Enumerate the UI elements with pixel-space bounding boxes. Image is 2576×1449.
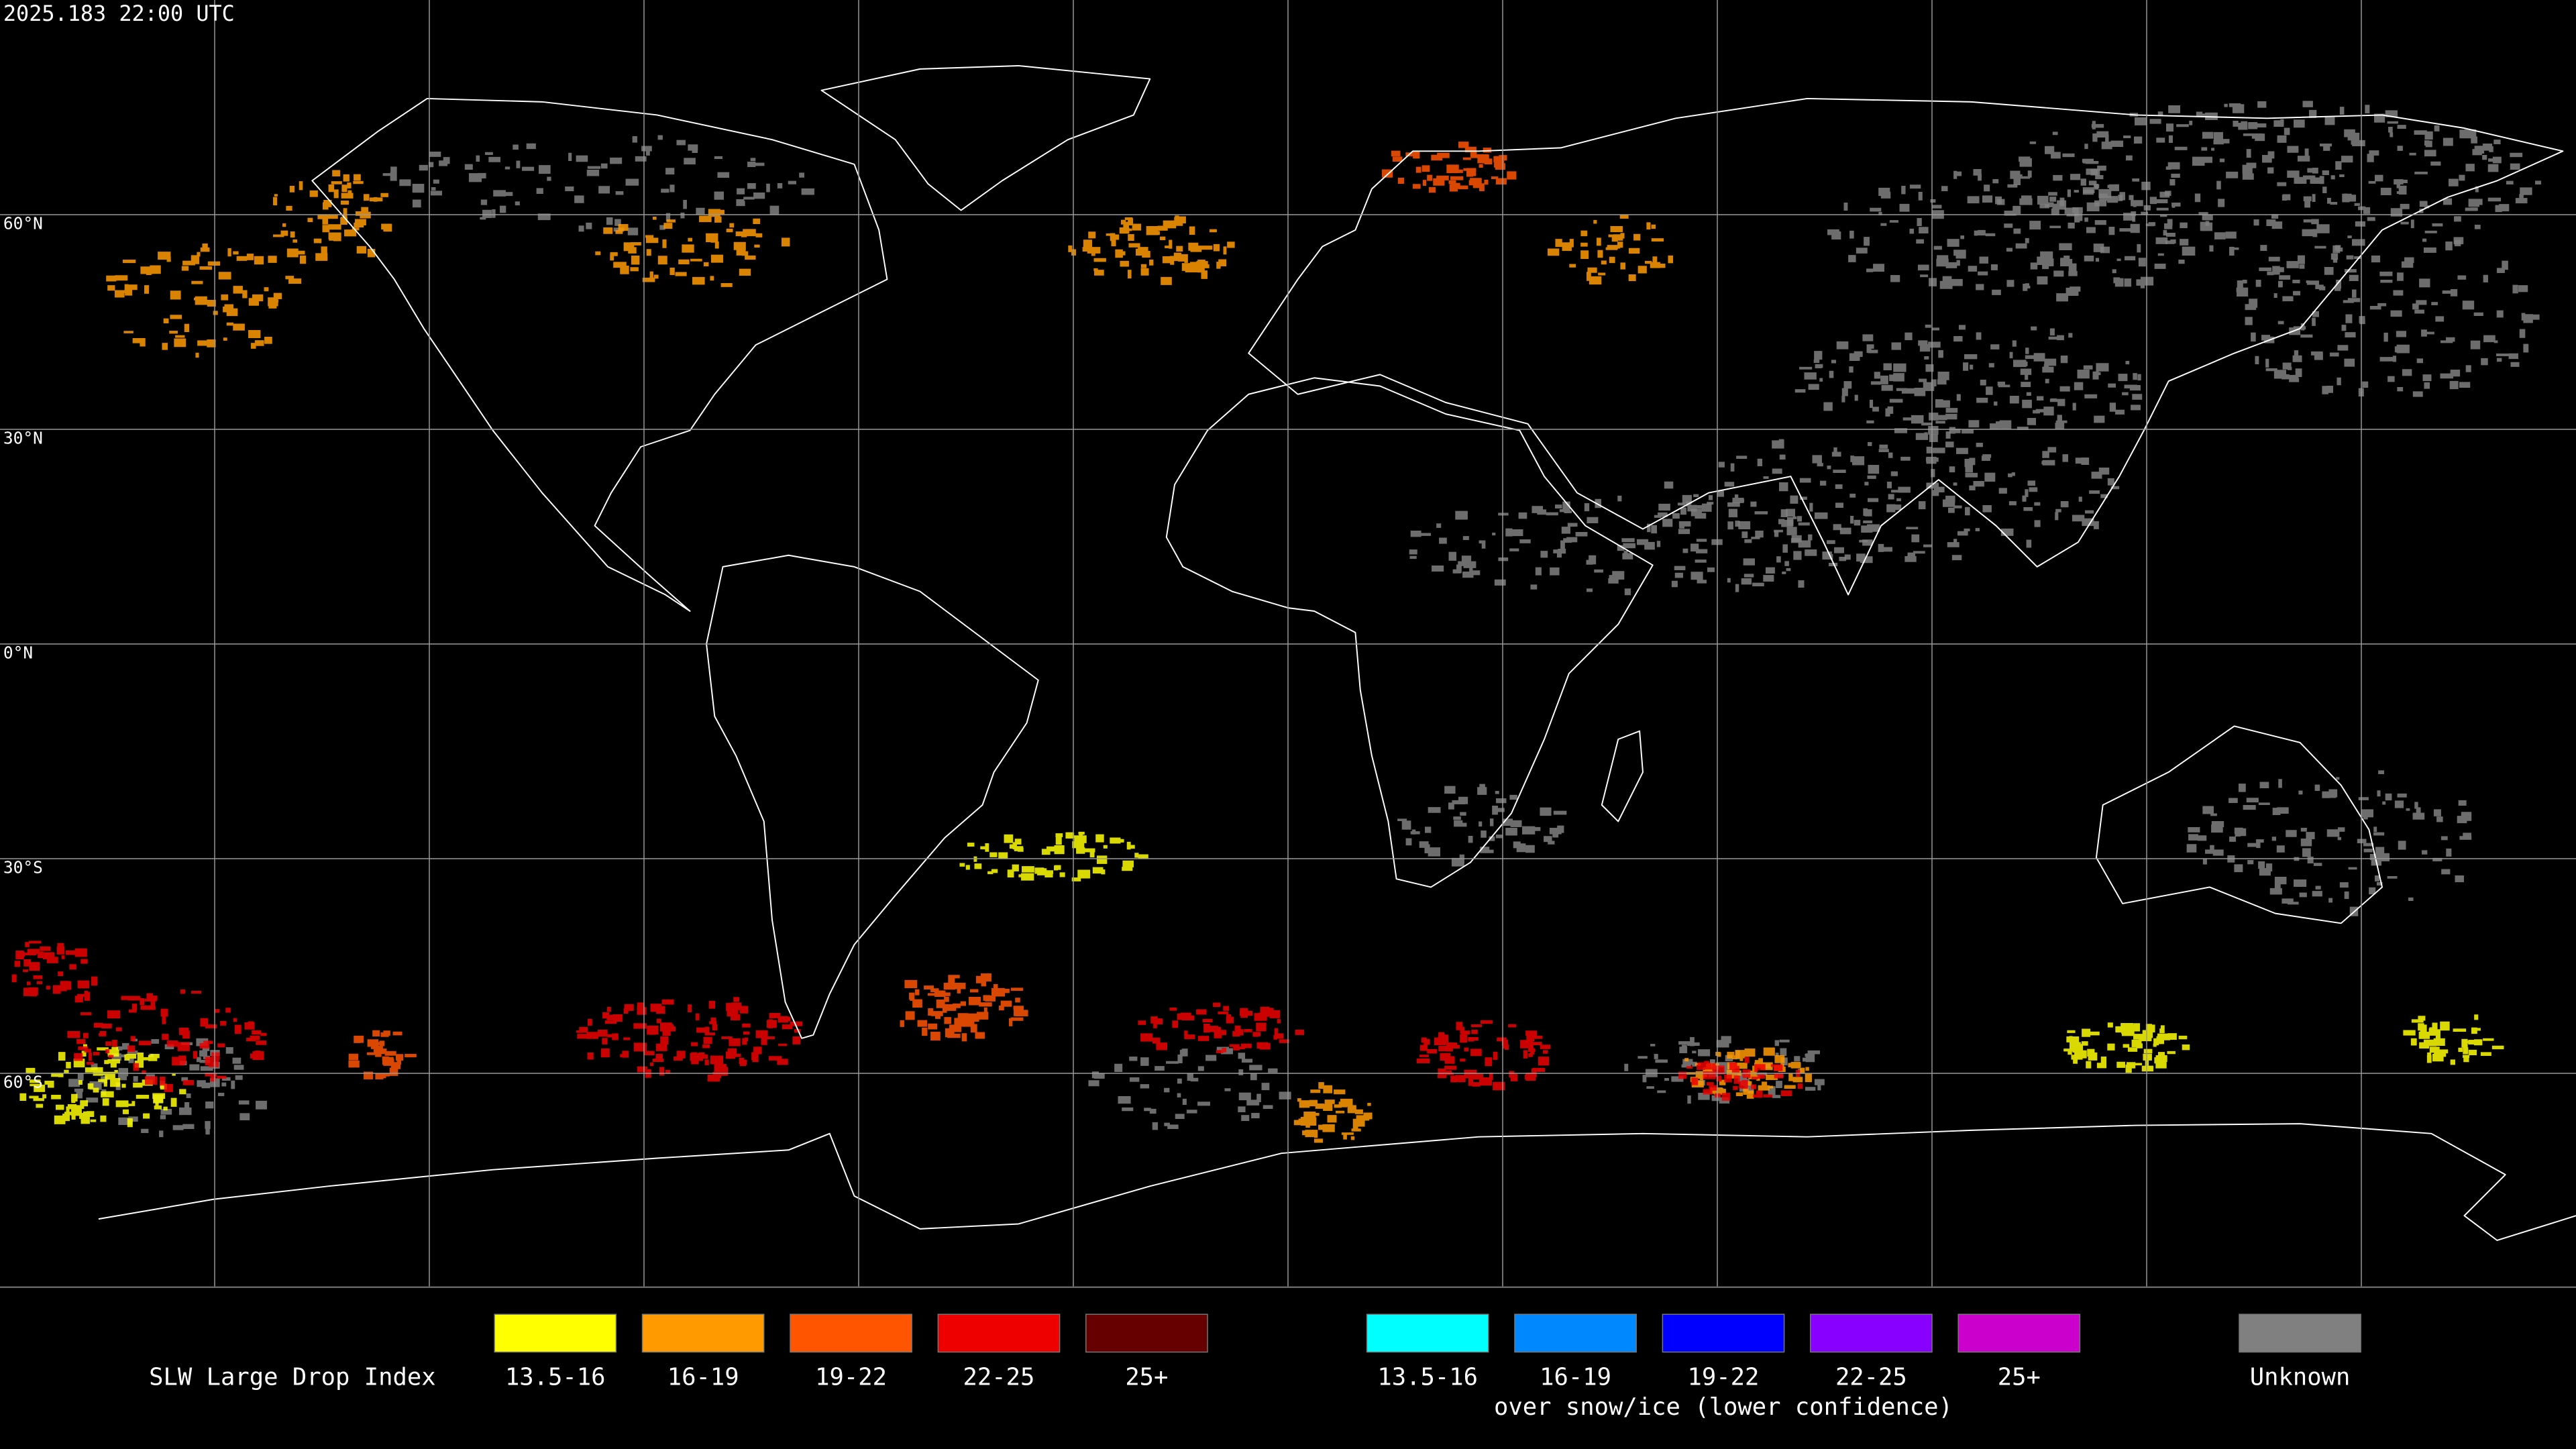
legend-label: 19-22 — [1688, 1364, 1760, 1391]
legend-label: 22-25 — [1835, 1364, 1907, 1391]
legend-swatch — [641, 1313, 765, 1353]
legend-label: 13.5-16 — [1377, 1364, 1478, 1391]
cloud-patch — [1664, 428, 2120, 564]
legend-title: SLW Large Drop Index — [149, 1364, 435, 1391]
cloud-patch — [900, 973, 1028, 1042]
legend-label: 22-25 — [963, 1364, 1035, 1391]
cloud-patch — [2186, 770, 2472, 916]
legend-swatch — [1957, 1313, 2081, 1353]
lat-label: 60°N — [3, 214, 43, 233]
legend-swatch — [1366, 1313, 1489, 1353]
cloud-patch — [382, 135, 814, 235]
lat-label: 30°N — [3, 429, 43, 448]
legend-label: 13.5-16 — [505, 1364, 606, 1391]
legend-swatch — [1810, 1313, 1933, 1353]
coast-eurasia — [1248, 97, 2564, 596]
legend-label: Unknown — [2250, 1364, 2351, 1391]
coast-antarctica — [98, 1123, 2576, 1241]
legend-label: 16-19 — [667, 1364, 739, 1391]
cloud-patch — [1409, 494, 1892, 596]
cloud-patch — [1138, 1002, 1304, 1054]
cloud-patch — [2063, 1022, 2190, 1073]
legend: 13.5-16 16-19 19-22 22-25 25+ 13.5-16 16-19 19-… — [494, 1313, 2361, 1391]
cloud-patch — [2236, 238, 2540, 397]
cloud-patch — [19, 1044, 186, 1128]
cloud-patch — [1827, 169, 2226, 302]
cloud-patch — [273, 170, 392, 264]
map-border — [0, 1286, 2576, 1288]
legend-swatch — [937, 1313, 1061, 1353]
cloud-patch — [1293, 1082, 1373, 1143]
lat-label: 30°S — [3, 858, 43, 877]
coast-africa — [1165, 377, 1654, 888]
legend-label: 25+ — [1125, 1364, 1168, 1391]
coast-greenland — [820, 64, 1151, 211]
coastlines — [98, 64, 2576, 1241]
legend-swatch — [1085, 1313, 1208, 1353]
legend-swatch — [2239, 1313, 2361, 1353]
coast-north-america — [311, 97, 888, 612]
cloud-patch — [959, 831, 1148, 881]
cloud-patch — [2403, 1014, 2504, 1065]
cloud-patch — [1381, 142, 1517, 193]
lat-label: 0°N — [3, 643, 33, 663]
legend-label: 16-19 — [1540, 1364, 1611, 1391]
coast-madagascar — [1601, 730, 1644, 822]
legend-label: 19-22 — [815, 1364, 887, 1391]
cloud-patch — [67, 989, 267, 1092]
cloud-patch — [106, 243, 302, 358]
legend-swatch — [1662, 1313, 1785, 1353]
cloud-patch — [1547, 215, 1674, 285]
coast-south-america — [706, 554, 1039, 1039]
cloud-patch — [1088, 1046, 1291, 1130]
legend-swatch — [790, 1313, 912, 1353]
legend-swatch — [1514, 1313, 1637, 1353]
coast-australia — [2095, 725, 2383, 924]
cloud-patch — [595, 209, 790, 287]
legend-label: 25+ — [1998, 1364, 2041, 1391]
cloud-patch — [1678, 1057, 1803, 1101]
cloud-patch — [1416, 1020, 1551, 1091]
timestamp: 2025.183 22:00 UTC — [3, 1, 235, 26]
legend-swatch — [494, 1313, 617, 1353]
graticule: 60°N 30°N 0°N 30°S 60°S — [0, 0, 2576, 1287]
legend-note: over snow/ice (lower confidence) — [1494, 1393, 1953, 1421]
cloud-patch — [348, 1030, 417, 1079]
cloud-patch — [576, 997, 803, 1082]
cloud-patch — [11, 941, 98, 1003]
lat-label: 60°S — [3, 1073, 43, 1092]
cloud-patch — [1068, 215, 1235, 285]
